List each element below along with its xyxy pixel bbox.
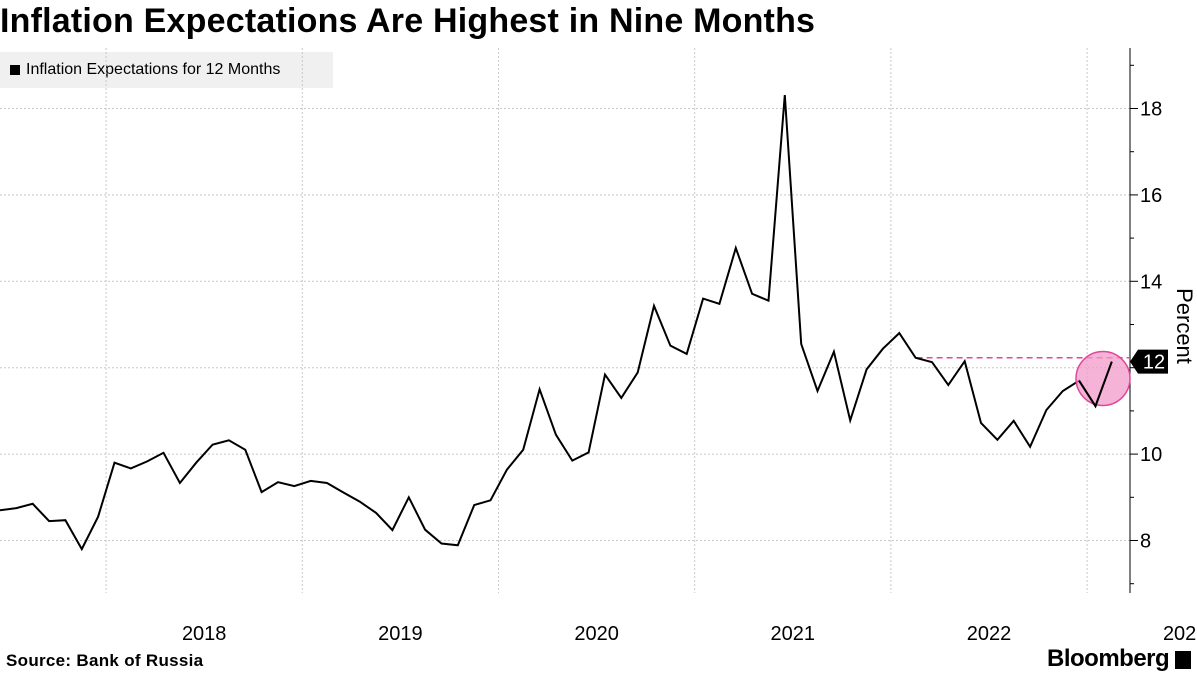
- brand-text: Bloomberg: [1047, 645, 1170, 672]
- terminal-icon: [1175, 651, 1192, 669]
- x-tick-label: 2022: [967, 623, 1012, 645]
- chart-title: Inflation Expectations Are Highest in Ni…: [0, 2, 816, 40]
- series-line: [0, 95, 1113, 552]
- y-tick-label: 18: [1140, 99, 1162, 121]
- x-tick-label: 2020: [574, 623, 619, 645]
- y-tick-label: 16: [1140, 185, 1162, 207]
- x-tick-label: 2019: [378, 623, 423, 645]
- source-note: Source: Bank of Russia: [6, 651, 204, 670]
- x-tick-label: 2018: [182, 623, 227, 645]
- last-value-label: 12: [1143, 352, 1165, 374]
- series-line-highlight: [1078, 361, 1113, 409]
- highlight-circle: [1075, 350, 1131, 407]
- y-tick-label: 10: [1140, 444, 1162, 466]
- legend-label: Inflation Expectations for 12 Months: [26, 61, 281, 78]
- y-tick-label: 8: [1140, 531, 1151, 553]
- bloomberg-logo: Bloomberg: [1047, 645, 1192, 673]
- y-axis-label: Percent: [1172, 288, 1197, 364]
- y-tick-label: 14: [1140, 271, 1162, 293]
- last-value-flag: [1130, 349, 1168, 374]
- x-tick-label: 2023: [1163, 623, 1197, 645]
- legend: Inflation Expectations for 12 Months: [0, 52, 333, 88]
- legend-swatch: [10, 65, 20, 75]
- x-tick-label: 2021: [771, 623, 816, 645]
